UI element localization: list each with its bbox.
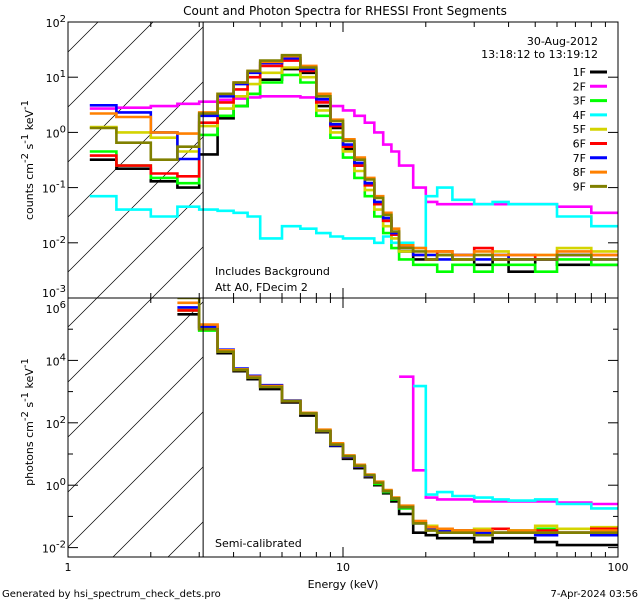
y-tick-base: 10	[46, 127, 60, 140]
y-tick-exponent: 0	[60, 124, 66, 135]
y-tick-exponent: 1	[60, 69, 66, 80]
y-tick-label: 104	[46, 352, 66, 368]
hatch-line	[67, 191, 204, 328]
x-axis-label: Energy (keV)	[308, 578, 379, 591]
ylabel-sup: -2	[20, 411, 31, 421]
date-label: 30-Aug-2012	[527, 35, 598, 48]
y-axis-label-photons: photons cm-2 s-1 keV-1	[20, 358, 36, 486]
y-tick-exponent: -2	[56, 540, 66, 551]
y-tick-base: 10	[46, 355, 60, 368]
ylabel-sup: -1	[20, 392, 31, 402]
series-9F-counts	[89, 53, 618, 261]
series-4F-photons	[413, 384, 618, 510]
y-tick-base: 10	[46, 480, 60, 493]
legend-label-9F: 9F	[573, 180, 586, 193]
footer-timestamp: 7-Apr-2024 03:56	[551, 589, 638, 600]
ylabel-sup: -1	[20, 358, 31, 368]
y-tick-exponent: 6	[60, 300, 66, 311]
y-tick-exponent: 4	[60, 352, 66, 363]
hatch-line	[67, 26, 204, 163]
count-spectra-series	[89, 53, 618, 273]
y-tick-label: 10-2	[42, 540, 66, 556]
annotation-background: Includes Background	[215, 265, 330, 278]
y-tick-label: 106	[46, 300, 66, 316]
x-tick-label: 1	[65, 561, 72, 574]
y-tick-base: 10	[42, 543, 56, 556]
hatch-line	[67, 21, 154, 108]
y-tick-exponent: -2	[56, 235, 66, 246]
legend-label-3F: 3F	[573, 95, 586, 108]
legend-label-8F: 8F	[573, 166, 586, 179]
y-tick-label: 102	[46, 415, 66, 431]
y-tick-label: 10-1	[42, 180, 66, 196]
y-tick-label: 10-2	[42, 235, 66, 251]
y-axis-label-counts: counts cm-2 s-1 keV-1	[20, 100, 36, 220]
hatch-line	[67, 356, 204, 493]
axes: 1 10 10010210110010-110-210-31061041021001…	[42, 14, 628, 574]
y-tick-exponent: -1	[56, 180, 66, 191]
ylabel-part: keV	[23, 110, 36, 134]
hatch-line	[112, 466, 204, 558]
hatch-line	[67, 301, 204, 438]
ylabel-part: s	[23, 402, 36, 411]
y-tick-label: 101	[46, 69, 66, 85]
legend-label-4F: 4F	[573, 109, 586, 122]
ylabel-part: photons cm	[23, 421, 36, 486]
y-tick-base: 10	[46, 17, 60, 30]
y-tick-base: 10	[42, 238, 56, 251]
ylabel-sup: -1	[20, 100, 31, 110]
chart-title: Count and Photon Spectra for RHESSI Fron…	[183, 4, 507, 18]
y-tick-label: 102	[46, 14, 66, 30]
legend-label-6F: 6F	[573, 138, 586, 151]
hatch-line	[67, 21, 99, 53]
legend-label-5F: 5F	[573, 123, 586, 136]
y-tick-base: 10	[42, 183, 56, 196]
series-2F-photons	[399, 375, 618, 506]
ylabel-part: keV	[23, 368, 36, 392]
y-tick-base: 10	[46, 303, 60, 316]
series-2F-counts	[89, 95, 618, 215]
legend-label-1F: 1F	[573, 66, 586, 79]
y-tick-exponent: -3	[56, 284, 66, 295]
hatch-line	[167, 521, 204, 558]
hatch-line	[67, 246, 204, 383]
series-9F-photons	[177, 298, 618, 537]
attenuator-hatch	[67, 21, 204, 558]
y-tick-label: 10-3	[42, 284, 66, 300]
y-tick-label: 100	[46, 477, 66, 493]
legend-label-7F: 7F	[573, 152, 586, 165]
annotation-attenuator: Att A0, FDecim 2	[215, 281, 308, 294]
x-tick-label: 100	[608, 561, 629, 574]
x-tick-label: 10	[336, 561, 350, 574]
ylabel-part: counts cm	[23, 163, 36, 220]
series-4F-counts	[89, 186, 618, 250]
y-tick-exponent: 2	[60, 14, 66, 25]
y-tick-base: 10	[42, 287, 56, 300]
y-tick-base: 10	[46, 418, 60, 431]
annotation-semi-calibrated: Semi-calibrated	[215, 537, 302, 550]
y-tick-exponent: 2	[60, 415, 66, 426]
legend-label-2F: 2F	[573, 80, 586, 93]
ylabel-sup: -2	[20, 153, 31, 163]
y-tick-base: 10	[46, 72, 60, 85]
ylabel-sup: -1	[20, 134, 31, 144]
y-tick-label: 100	[46, 124, 66, 140]
ylabel-part: s	[23, 143, 36, 152]
footer-generated-by: Generated by hsi_spectrum_check_dets.pro	[2, 589, 221, 600]
y-tick-exponent: 0	[60, 477, 66, 488]
photon-spectra-series	[177, 298, 618, 547]
hatch-line	[67, 411, 204, 548]
time-range-label: 13:18:12 to 13:19:12	[481, 48, 598, 61]
